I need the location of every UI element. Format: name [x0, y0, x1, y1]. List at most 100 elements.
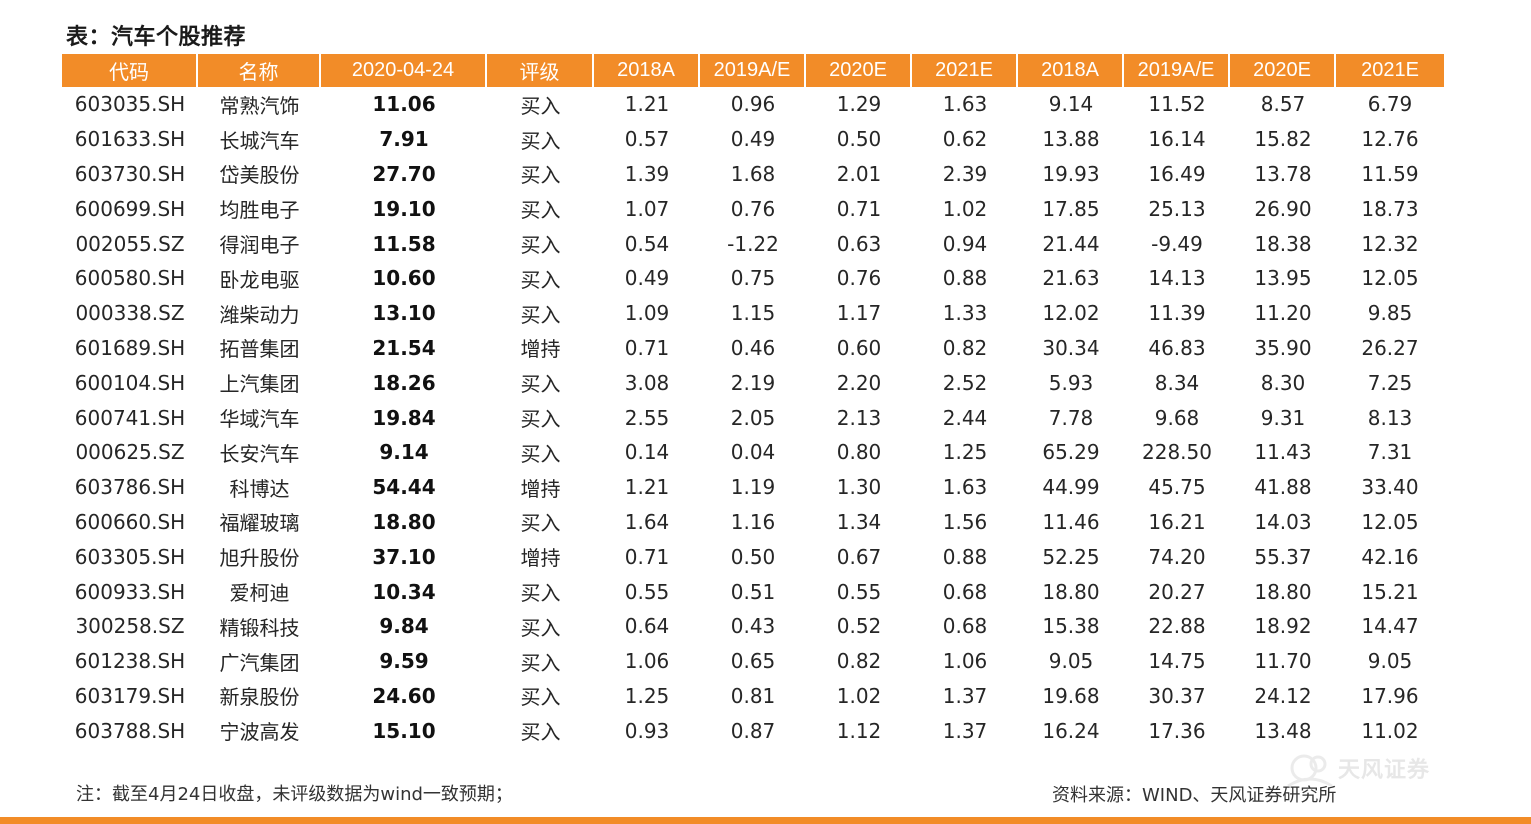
table-cell: 21.44 — [1042, 231, 1100, 256]
table-cell: 0.50 — [730, 544, 776, 569]
table-cell: 0.43 — [730, 614, 776, 639]
table-cell: -1.22 — [727, 231, 779, 256]
table-cell: 广汽集团 — [219, 650, 300, 675]
table-cell: 603305.SH — [74, 544, 186, 569]
table-cell: 14.03 — [1254, 509, 1312, 534]
table-cell: 科博达 — [229, 476, 290, 501]
table-row: 601238.SH 广汽集团 9.59 买入 1.06 0.65 0.82 1.06 9.05 1… — [62, 644, 1444, 679]
column-header: 2021E — [912, 54, 1018, 87]
table-cell: 买入 — [520, 581, 561, 606]
table-cell: 600660.SH — [74, 509, 186, 534]
table-cell: 0.71 — [624, 544, 670, 569]
table-cell: 0.80 — [836, 440, 882, 465]
table-cell: 7.25 — [1367, 370, 1413, 395]
table-cell: 买入 — [520, 441, 561, 466]
table-cell: 9.85 — [1367, 301, 1413, 326]
table-cell: 600699.SH — [74, 196, 186, 221]
table-cell: 0.68 — [942, 614, 988, 639]
table-row: 601633.SH 长城汽车 7.91 买入 0.57 0.49 0.50 0.62 13.88… — [62, 122, 1444, 157]
table-cell: 35.90 — [1254, 335, 1312, 360]
table-cell: 600933.SH — [74, 579, 186, 604]
table-cell: 19.10 — [372, 196, 436, 221]
table-row: 600933.SH 爱柯迪 10.34 买入 0.55 0.51 0.55 0.68 18.80… — [62, 574, 1444, 609]
table-cell: 12.02 — [1042, 301, 1100, 326]
table-cell: 1.02 — [942, 196, 988, 221]
table-cell: 18.38 — [1254, 231, 1312, 256]
table-cell: 37.10 — [372, 544, 436, 569]
table-cell: 44.99 — [1042, 475, 1100, 500]
table-cell: 601238.SH — [74, 649, 186, 674]
table-cell: 18.80 — [1254, 579, 1312, 604]
table-cell: 8.13 — [1367, 405, 1413, 430]
table-cell: 1.25 — [624, 683, 670, 708]
table-row: 300258.SZ 精锻科技 9.84 买入 0.64 0.43 0.52 0.68 15.38… — [62, 609, 1444, 644]
table-cell: 0.71 — [624, 335, 670, 360]
table-cell: 卧龙电驱 — [219, 267, 300, 292]
table-cell: 52.25 — [1042, 544, 1100, 569]
table-cell: 11.58 — [372, 231, 436, 256]
table-cell: 0.63 — [836, 231, 882, 256]
table-cell: 11.39 — [1148, 301, 1206, 326]
table-cell: 000338.SZ — [75, 301, 185, 326]
table-cell: 9.14 — [379, 440, 429, 465]
table-row: 603786.SH 科博达 54.44 增持 1.21 1.19 1.30 1.63 44.99… — [62, 470, 1444, 505]
table-cell: 0.65 — [730, 649, 776, 674]
table-row: 603305.SH 旭升股份 37.10 增持 0.71 0.50 0.67 0.88 52.2… — [62, 539, 1444, 574]
table-cell: 15.21 — [1361, 579, 1419, 604]
table-cell: 14.75 — [1148, 649, 1206, 674]
table-cell: 精锻科技 — [219, 615, 300, 640]
column-header: 2021E — [1336, 54, 1444, 87]
table-cell: 55.37 — [1254, 544, 1312, 569]
table-cell: 13.88 — [1042, 127, 1100, 152]
column-header: 2019A/E — [1124, 54, 1230, 87]
table-cell: 买入 — [520, 372, 561, 397]
table-cell: 买入 — [520, 93, 561, 118]
table-cell: 12.32 — [1361, 231, 1419, 256]
table-cell: 14.13 — [1148, 266, 1206, 291]
table-row: 601689.SH 拓普集团 21.54 增持 0.71 0.46 0.60 0.82 30.3… — [62, 331, 1444, 366]
table-cell: 1.37 — [942, 718, 988, 743]
table-cell: 0.55 — [624, 579, 670, 604]
table-cell: 0.71 — [836, 196, 882, 221]
watermark: 天风证券 — [1282, 742, 1442, 802]
table-cell: 18.92 — [1254, 614, 1312, 639]
table-cell: 1.63 — [942, 475, 988, 500]
table-cell: 1.06 — [942, 649, 988, 674]
table-cell: 1.06 — [624, 649, 670, 674]
table-cell: 13.48 — [1254, 718, 1312, 743]
watermark-text: 天风证券 — [1338, 758, 1431, 783]
column-header: 名称 — [198, 54, 321, 87]
table-cell: 11.70 — [1254, 649, 1312, 674]
table-cell: 爱柯迪 — [229, 581, 290, 606]
column-header: 2020E — [806, 54, 912, 87]
table-row: 603730.SH 岱美股份 27.70 买入 1.39 1.68 2.01 2.39 19.9… — [62, 157, 1444, 192]
table-cell: 0.93 — [624, 718, 670, 743]
table-cell: 600580.SH — [74, 266, 186, 291]
table-cell: 7.31 — [1367, 440, 1413, 465]
table-cell: 0.88 — [942, 266, 988, 291]
table-cell: 15.10 — [372, 718, 436, 743]
table-cell: 12.05 — [1361, 509, 1419, 534]
table-cell: 0.04 — [730, 440, 776, 465]
table-cell: 0.94 — [942, 231, 988, 256]
table-cell: 1.21 — [624, 475, 670, 500]
table-cell: 17.36 — [1148, 718, 1206, 743]
table-cell: 1.68 — [730, 161, 776, 186]
table-cell: 603786.SH — [74, 475, 186, 500]
source-note: 资料来源：WIND、天风证券研究所 — [1052, 785, 1337, 806]
table-cell: 2.39 — [942, 161, 988, 186]
table-cell: 上汽集团 — [219, 372, 300, 397]
table-cell: -9.49 — [1151, 231, 1203, 256]
table-cell: 30.37 — [1148, 683, 1206, 708]
table-cell: 0.57 — [624, 127, 670, 152]
table-cell: 6.79 — [1367, 92, 1413, 117]
table-cell: 9.05 — [1367, 649, 1413, 674]
table-cell: 买入 — [520, 302, 561, 327]
table-cell: 2.01 — [836, 161, 882, 186]
column-header: 评级 — [487, 54, 594, 87]
column-header: 代码 — [62, 54, 198, 87]
table-cell: 1.07 — [624, 196, 670, 221]
table-cell: 0.67 — [836, 544, 882, 569]
table-cell: 16.49 — [1148, 161, 1206, 186]
table-cell: 0.82 — [942, 335, 988, 360]
